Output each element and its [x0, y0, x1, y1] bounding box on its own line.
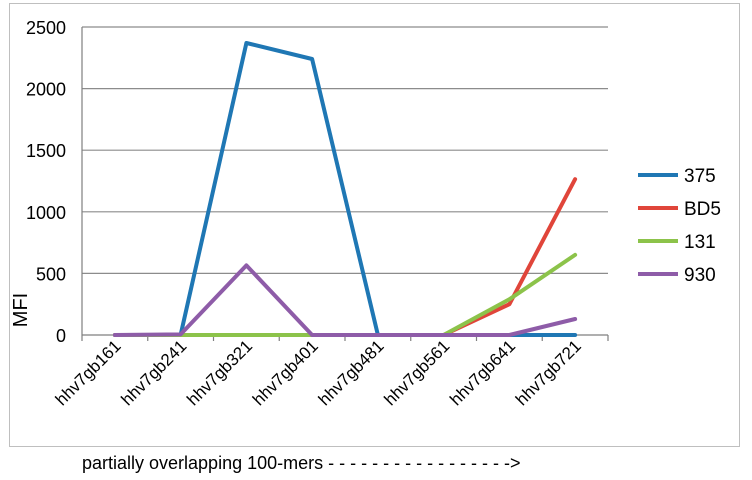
x-tick-label-hhv7gb481: hhv7gb481: [315, 336, 388, 409]
legend-label-131: 131: [684, 232, 716, 253]
x-tick-label-hhv7gb561: hhv7gb561: [381, 336, 454, 409]
y-tick-label-2000: 2000: [26, 80, 66, 100]
x-tick-label-hhv7gb241: hhv7gb241: [118, 336, 191, 409]
x-tick-label-hhv7gb721: hhv7gb721: [512, 336, 585, 409]
y-tick-label-0: 0: [56, 326, 66, 346]
x-tick-label-hhv7gb321: hhv7gb321: [183, 336, 256, 409]
x-axis-footnote: partially overlapping 100-mers - - - - -…: [82, 453, 521, 473]
y-axis-label: MFI: [10, 293, 32, 327]
y-tick-label-1000: 1000: [26, 203, 66, 223]
legend-label-375: 375: [684, 166, 716, 187]
x-tick-label-hhv7gb401: hhv7gb401: [249, 336, 322, 409]
y-tick-label-2500: 2500: [26, 18, 66, 38]
series-line-930: [112, 263, 578, 337]
series-line-375: [112, 41, 578, 337]
y-tick-label-500: 500: [36, 264, 66, 284]
chart-frame: [9, 3, 740, 447]
legend-label-BD5: BD5: [684, 199, 721, 220]
x-tick-label-hhv7gb641: hhv7gb641: [446, 336, 519, 409]
legend-label-930: 930: [684, 265, 716, 286]
y-tick-label-1500: 1500: [26, 141, 66, 161]
x-tick-label-hhv7gb161: hhv7gb161: [52, 336, 125, 409]
